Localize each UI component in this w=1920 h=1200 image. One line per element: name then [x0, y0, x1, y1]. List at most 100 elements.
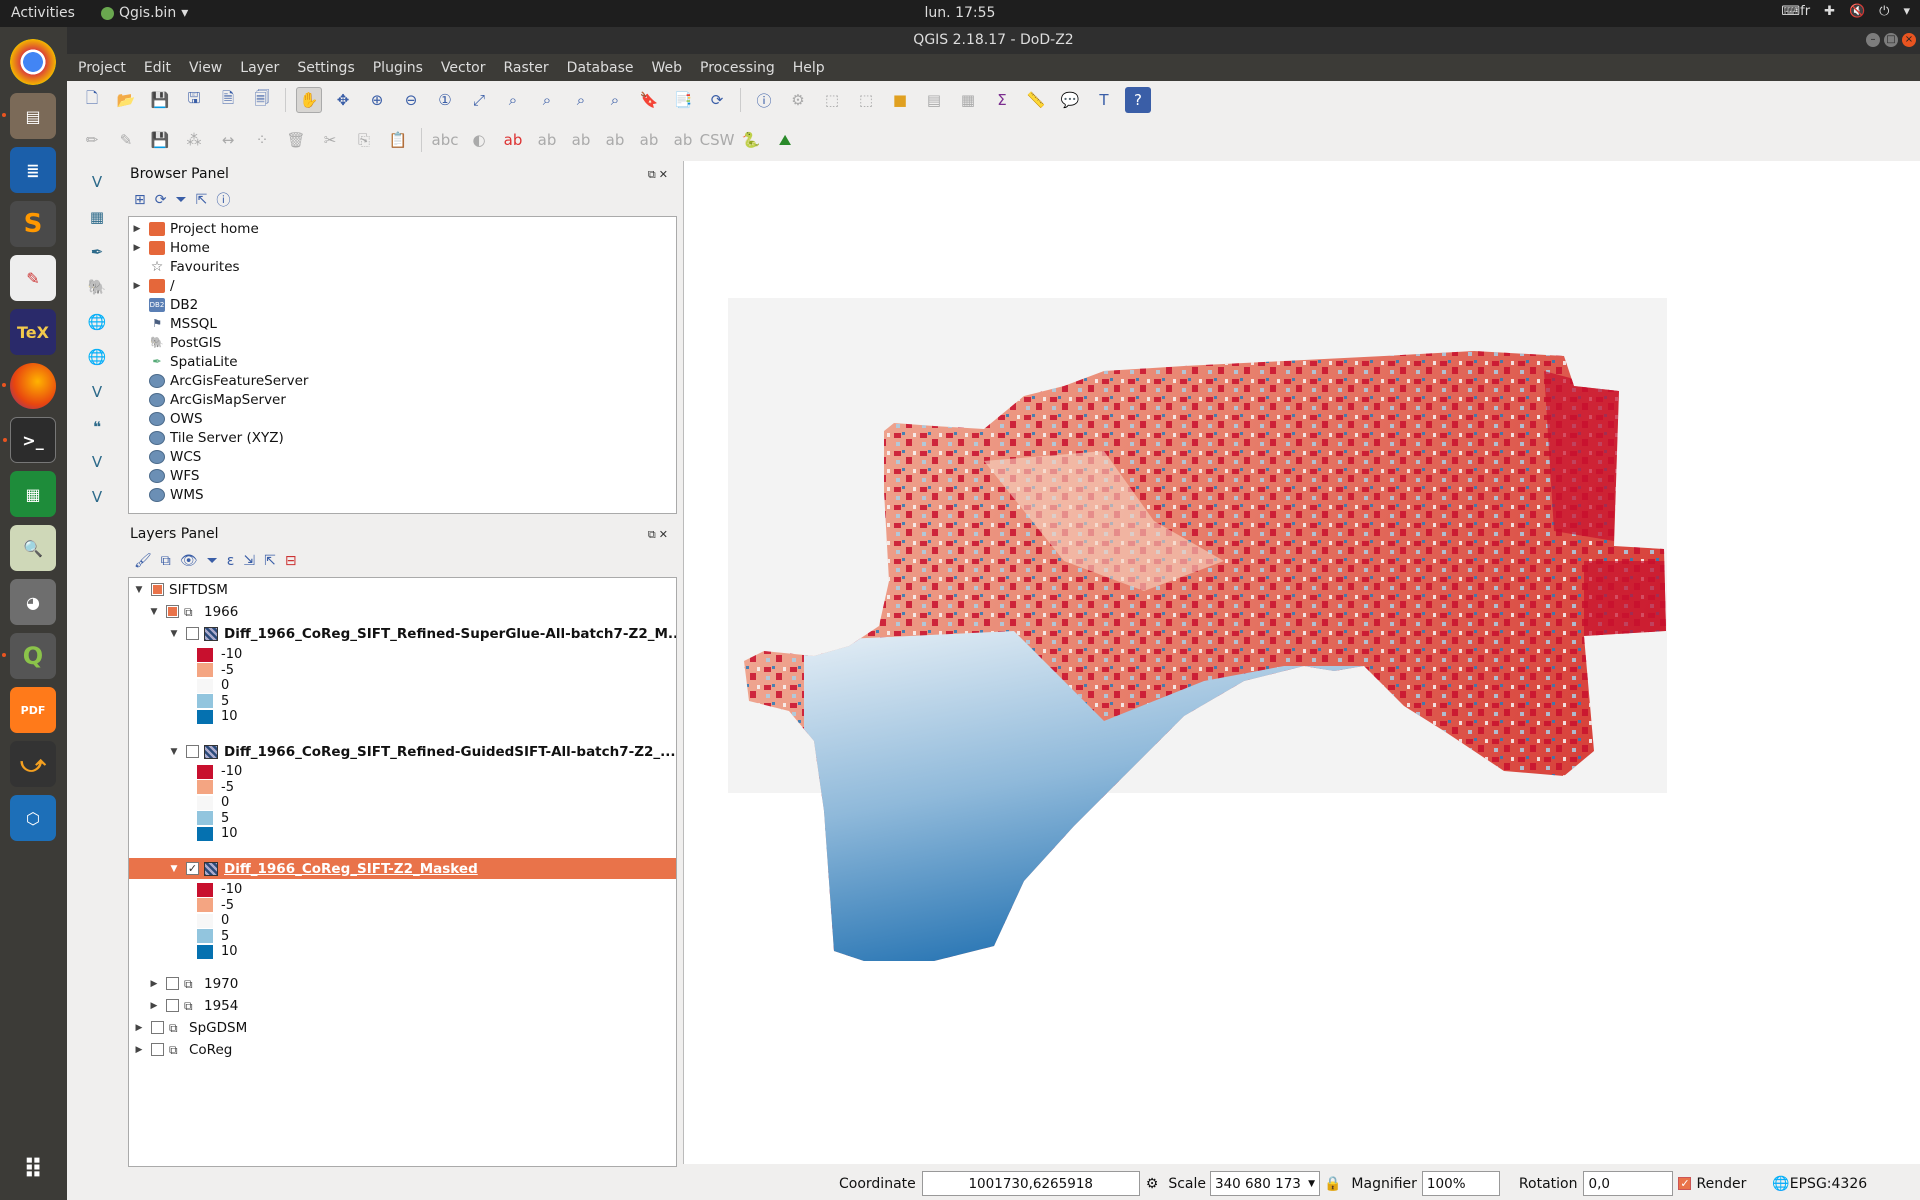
python-console-icon[interactable]: 🐍 — [741, 131, 761, 149]
pan-to-selection-icon[interactable]: ✥ — [336, 91, 350, 109]
map-tips-icon[interactable]: 💬 — [1060, 91, 1080, 109]
zoom-next-icon[interactable]: ⌕ — [610, 91, 620, 109]
node-tool-icon[interactable]: ⁘ — [255, 131, 269, 149]
magnifier-spinbox[interactable]: 100% — [1421, 1171, 1500, 1196]
label-move-icon[interactable]: ab — [605, 131, 625, 149]
browser-item[interactable]: OWS — [129, 409, 676, 428]
map-canvas[interactable] — [683, 161, 1920, 1164]
browser-item[interactable]: ⚑ MSSQL — [129, 314, 676, 333]
maximize-button[interactable]: □ — [1884, 33, 1898, 47]
layer-item-selected[interactable]: ▼ ✓ Diff_1966_CoReg_SIFT-Z2_Masked — [129, 858, 676, 879]
expand-arrow-icon[interactable]: ▼ — [170, 863, 178, 874]
layer-group-coreg[interactable]: ▶ ⧉ CoReg — [132, 1039, 233, 1060]
zoom-last-icon[interactable]: ⌕ — [576, 91, 586, 109]
move-feature-icon[interactable]: ↔ — [221, 131, 235, 149]
zoom-out-icon[interactable]: ⊖ — [404, 91, 418, 109]
add-vector-layer-icon[interactable]: V — [91, 173, 103, 191]
coordinate-field[interactable]: 1001730,6265918 — [921, 1171, 1140, 1196]
layers-tree[interactable]: ▼ SIFTDSM ▼ ⧉ 1966 ▼ Diff_1966_CoReg_SIFT_Re… — [128, 577, 677, 1167]
deselect-icon[interactable]: ■ — [892, 91, 908, 109]
terrain-plugin-icon[interactable]: ⛰ — [778, 131, 792, 149]
crs-button[interactable]: 🌐EPSG:4326 — [1772, 1176, 1867, 1192]
browser-item[interactable]: ☆ Favourites — [129, 257, 676, 276]
texmaker-icon[interactable]: TeX — [10, 309, 56, 355]
virtualbox-icon[interactable]: ⬡ — [10, 795, 56, 841]
filter-icon[interactable]: ⏷ — [175, 192, 187, 208]
label-show-icon[interactable]: ab — [571, 131, 591, 149]
select-icon[interactable]: ⬚ — [824, 91, 840, 109]
browser-item[interactable]: 🐘 PostGIS — [129, 333, 676, 352]
layer-item[interactable]: ▼ Diff_1966_CoReg_SIFT_Refined-GuidedSIFT… — [167, 741, 676, 762]
group-checkbox[interactable] — [166, 977, 179, 990]
zoom-layer-icon[interactable]: ⌕ — [542, 91, 552, 109]
add-postgis-layer-icon[interactable]: 🐘 — [87, 278, 107, 296]
refresh-icon[interactable]: ⟳ — [154, 192, 167, 208]
files-icon[interactable]: ▤ — [2, 93, 56, 139]
menu-help[interactable]: Help — [792, 59, 825, 76]
lock-icon[interactable]: 🔒 — [1323, 1175, 1342, 1192]
new-bookmark-icon[interactable]: 🔖 — [639, 91, 659, 109]
expand-arrow-icon[interactable]: ▼ — [150, 606, 158, 617]
refresh-icon[interactable]: ⟳ — [710, 91, 724, 109]
delete-selected-icon[interactable]: 🗑 — [286, 131, 306, 149]
writer-icon[interactable]: ≣ — [10, 147, 56, 193]
menu-settings[interactable]: Settings — [297, 59, 355, 76]
expand-arrow-icon[interactable]: ▶ — [133, 223, 141, 234]
sublime-icon[interactable]: S — [10, 201, 56, 247]
zoom-native-icon[interactable]: ① — [438, 91, 452, 109]
chrome-icon[interactable] — [10, 39, 56, 85]
attribute-table-icon[interactable]: ▤ — [926, 91, 942, 109]
filter-legend-icon[interactable]: ⏷ — [206, 553, 218, 569]
layer-group-spgdsm[interactable]: ▶ ⧉ SpGDSM — [132, 1017, 248, 1038]
menu-web[interactable]: Web — [651, 59, 683, 76]
layer-group-1954[interactable]: ▶ ⧉ 1954 — [147, 995, 239, 1016]
text-annotation-icon[interactable]: T — [1099, 91, 1109, 109]
remove-layer-icon[interactable]: ⊟ — [284, 553, 297, 569]
layer-group-siftdsm[interactable]: ▼ SIFTDSM — [129, 579, 228, 600]
browser-item[interactable]: ▶ / — [129, 276, 676, 295]
save-edits-icon[interactable]: 💾 — [150, 131, 170, 149]
app-menu[interactable]: Qgis.bin ▾ — [101, 5, 188, 21]
system-tray[interactable]: ⌨fr ✚ 🔇 ⏻ ▾ — [1781, 4, 1910, 19]
group-checkbox[interactable] — [166, 999, 179, 1012]
browser-tree[interactable]: ▶ Project home ▶ Home ☆ Favourites ▶ / DB2 DB2 ⚑ MS… — [128, 216, 677, 514]
expand-arrow-icon[interactable]: ▶ — [150, 978, 158, 989]
new-project-icon[interactable]: 🗋 — [85, 88, 99, 107]
browser-item[interactable]: WMS — [129, 485, 676, 504]
open-project-icon[interactable]: 📂 — [116, 91, 136, 109]
show-bookmarks-icon[interactable]: 📑 — [673, 91, 693, 109]
expand-arrow-icon[interactable]: ▶ — [133, 242, 141, 253]
zoom-full-icon[interactable]: ⤢ — [472, 91, 485, 109]
layer-group-1970[interactable]: ▶ ⧉ 1970 — [147, 973, 239, 994]
copy-features-icon[interactable]: ⎘ — [357, 131, 370, 149]
group-checkbox[interactable] — [151, 1021, 164, 1034]
menu-layer[interactable]: Layer — [240, 59, 280, 76]
field-calculator-icon[interactable]: ▦ — [960, 91, 976, 109]
text-editor-icon[interactable]: ✎ — [10, 255, 56, 301]
expand-arrow-icon[interactable]: ▼ — [135, 584, 143, 595]
layer-checkbox-checked[interactable]: ✓ — [186, 862, 199, 875]
expand-arrow-icon[interactable]: ▼ — [170, 746, 178, 757]
add-wms-layer-icon[interactable]: 🌐 — [87, 313, 107, 331]
new-print-composer-icon[interactable]: 🗎 — [221, 88, 235, 107]
group-checkbox[interactable] — [166, 605, 179, 618]
menu-project[interactable]: Project — [78, 59, 126, 76]
properties-icon[interactable]: ⓘ — [216, 193, 231, 209]
paste-features-icon[interactable]: 📋 — [388, 131, 408, 149]
csw-icon[interactable]: CSW — [699, 131, 735, 149]
calc-icon[interactable]: ▦ — [10, 471, 56, 517]
terminal-icon[interactable]: >_ — [3, 417, 56, 463]
identify-icon[interactable]: ⓘ — [756, 91, 772, 110]
browser-item[interactable]: ArcGisMapServer — [129, 390, 676, 409]
power-icon[interactable]: ⏻ — [1879, 4, 1890, 19]
measure-icon[interactable]: 📏 — [1026, 91, 1046, 109]
expand-arrow-icon[interactable]: ▶ — [135, 1044, 143, 1055]
menu-edit[interactable]: Edit — [143, 59, 172, 76]
layer-style-icon[interactable]: ◐ — [472, 131, 486, 149]
firefox-icon[interactable] — [2, 363, 56, 409]
group-checkbox[interactable] — [151, 583, 164, 596]
browser-item[interactable]: ArcGisFeatureServer — [129, 371, 676, 390]
activities-button[interactable]: Activities — [11, 5, 75, 21]
add-feature-icon[interactable]: ⁂ — [186, 131, 202, 149]
layer-checkbox[interactable] — [186, 745, 199, 758]
